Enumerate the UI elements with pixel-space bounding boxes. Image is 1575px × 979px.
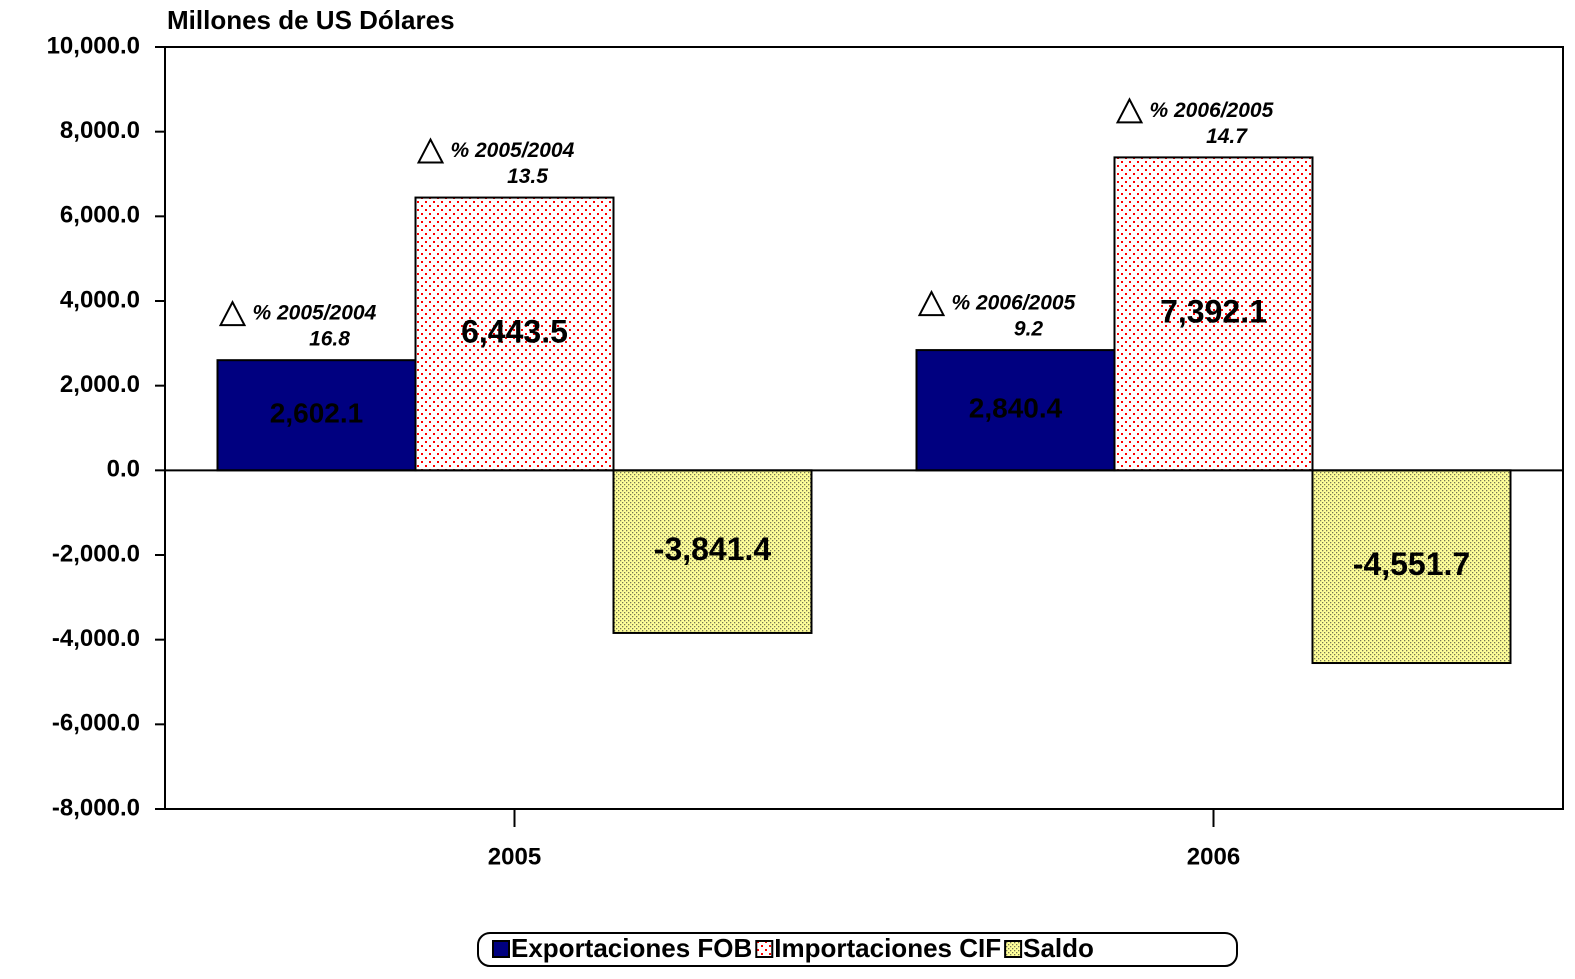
y-tick-label: 10,000.0 — [47, 32, 140, 59]
change-value: 13.5 — [507, 165, 548, 188]
legend-label: Exportaciones FOB — [511, 933, 752, 963]
legend-swatch — [755, 940, 774, 958]
change-label: % 2005/2004 — [253, 302, 377, 325]
bar — [1113, 156, 1314, 472]
data-label: -3,841.4 — [654, 531, 772, 567]
legend-label: Saldo — [1023, 933, 1094, 963]
change-label: % 2006/2005 — [1150, 99, 1274, 122]
change-label: % 2006/2005 — [952, 292, 1076, 315]
data-label: -4,551.7 — [1353, 546, 1470, 582]
data-label: 7,392.1 — [1160, 293, 1267, 329]
y-tick-label: 4,000.0 — [60, 286, 140, 313]
delta-symbol — [1115, 97, 1144, 124]
bar — [612, 469, 813, 634]
change-value: 9.2 — [1014, 318, 1044, 341]
delta-symbol — [218, 300, 247, 327]
change-value: 14.7 — [1206, 125, 1248, 148]
y-axis-title: Millones de US Dólares — [167, 5, 455, 35]
legend-swatch — [1004, 940, 1023, 958]
delta-symbol — [917, 289, 946, 317]
y-tick-label: 8,000.0 — [60, 117, 140, 144]
y-tick-label: 0.0 — [107, 456, 140, 483]
bar — [414, 196, 615, 472]
y-tick-label: -6,000.0 — [52, 710, 140, 737]
data-label: 2,840.4 — [969, 393, 1063, 424]
change-value: 16.8 — [309, 328, 350, 351]
data-label: 2,602.1 — [270, 398, 363, 429]
y-tick-label: -8,000.0 — [52, 794, 140, 821]
x-tick-label: 2006 — [1187, 843, 1240, 870]
delta-symbol — [416, 137, 445, 164]
x-tick-label: 2005 — [488, 843, 541, 870]
change-label: % 2005/2004 — [451, 139, 575, 162]
y-tick-label: -2,000.0 — [52, 540, 140, 567]
y-tick-label: -4,000.0 — [52, 625, 140, 652]
legend-box — [477, 932, 1238, 967]
y-tick-label: 2,000.0 — [60, 371, 140, 398]
data-label: 6,443.5 — [461, 313, 568, 349]
bar — [1311, 469, 1512, 665]
y-tick-label: 6,000.0 — [60, 202, 140, 229]
legend-swatch — [492, 940, 510, 958]
legend-label: Importaciones CIF — [774, 933, 1001, 963]
